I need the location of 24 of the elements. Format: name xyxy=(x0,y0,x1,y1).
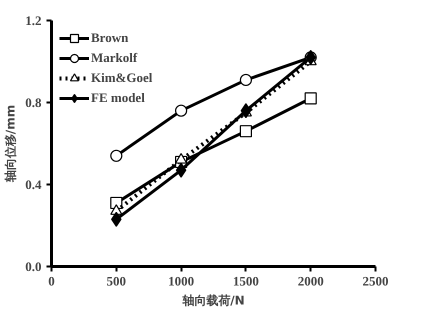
point xyxy=(240,103,252,118)
legend-label: Brown xyxy=(91,30,128,46)
y-tick-label: 0.8 xyxy=(25,95,42,110)
x-axis-title: 轴向载荷/N xyxy=(181,294,245,308)
x-tick-label: 2500 xyxy=(362,274,388,288)
x-tick-label: 1000 xyxy=(168,274,194,288)
x-tick-label: 1500 xyxy=(232,274,259,288)
point xyxy=(240,74,252,86)
legend-label: Markolf xyxy=(91,50,138,66)
point xyxy=(110,150,122,162)
point xyxy=(111,212,122,227)
x-tick-label: 0 xyxy=(48,274,55,288)
y-axis-title: 轴向位移/mm xyxy=(3,104,18,184)
y-tick-label: 0.4 xyxy=(25,177,42,192)
legend-label: FE model xyxy=(91,90,145,106)
y-tick-label: 1.2 xyxy=(25,13,42,28)
point xyxy=(240,125,252,138)
x-tick-label: 2000 xyxy=(298,274,324,288)
point xyxy=(304,92,317,104)
point xyxy=(176,162,186,178)
x-tick-label: 500 xyxy=(106,274,126,288)
point xyxy=(175,104,188,117)
y-tick-label: 0.0 xyxy=(25,259,42,274)
legend-label: Kim&Goel xyxy=(91,70,152,86)
